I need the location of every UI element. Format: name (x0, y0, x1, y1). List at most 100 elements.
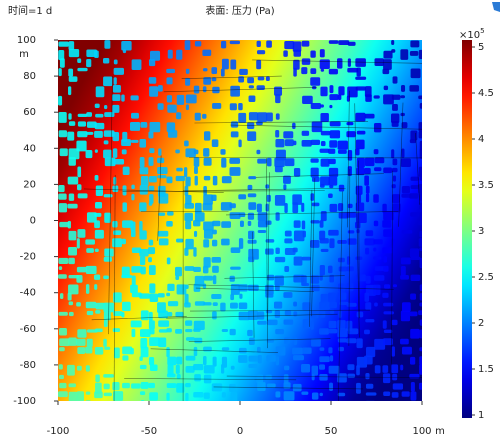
colorbar-tick-label: 2.5 (478, 272, 494, 283)
block (337, 392, 346, 397)
block (122, 382, 130, 389)
block (229, 40, 241, 45)
block (140, 400, 145, 401)
block (68, 337, 77, 346)
block (103, 275, 109, 280)
y-axis-label: m (19, 49, 29, 60)
block (86, 248, 94, 253)
block (265, 374, 272, 380)
fracture (398, 102, 404, 227)
block (320, 104, 324, 108)
block (193, 364, 204, 371)
block (203, 221, 214, 231)
block (185, 238, 194, 250)
block (113, 176, 117, 185)
block (203, 194, 213, 205)
block (301, 202, 305, 212)
block (148, 320, 155, 330)
block (284, 310, 292, 316)
block (95, 310, 101, 314)
block (104, 40, 111, 49)
block (391, 40, 395, 45)
block (130, 139, 139, 143)
block (193, 85, 200, 94)
block (374, 365, 381, 374)
block (103, 392, 112, 397)
block (346, 302, 357, 307)
block (418, 221, 422, 226)
block (284, 365, 290, 371)
block (301, 391, 309, 395)
block (374, 338, 386, 350)
block (418, 166, 422, 177)
block (68, 301, 74, 306)
block (247, 329, 253, 337)
block (302, 302, 311, 311)
block (365, 230, 374, 237)
block (203, 148, 210, 157)
block (329, 85, 334, 94)
block (383, 302, 394, 307)
block (274, 256, 286, 263)
block (401, 148, 405, 158)
block (166, 122, 176, 132)
fracture (150, 348, 278, 353)
fracture (83, 188, 224, 193)
block (275, 247, 280, 255)
field (58, 40, 422, 413)
block (193, 157, 200, 167)
block (95, 374, 100, 383)
block (292, 247, 298, 253)
block (257, 355, 262, 364)
block (59, 382, 67, 389)
block (419, 347, 422, 352)
block (131, 112, 139, 119)
block (283, 131, 294, 139)
block (382, 365, 389, 373)
fracture (91, 315, 187, 321)
block (166, 68, 176, 74)
block (365, 193, 370, 203)
block (283, 292, 293, 298)
block (176, 94, 185, 105)
block (185, 148, 196, 158)
block (373, 194, 379, 203)
x-tick-label: -100 (47, 426, 70, 437)
block (230, 302, 238, 309)
block (239, 68, 248, 76)
block (319, 328, 329, 335)
block (338, 301, 349, 306)
block (410, 68, 421, 79)
block (85, 131, 94, 135)
block (274, 86, 283, 96)
block (220, 202, 232, 211)
block (275, 402, 280, 413)
block (76, 391, 84, 401)
block (301, 139, 312, 147)
block (392, 175, 397, 182)
block (392, 284, 398, 288)
block (220, 68, 225, 77)
block (391, 149, 395, 159)
block (212, 275, 217, 285)
x-tick-label: 50 (325, 426, 338, 437)
block (103, 140, 109, 145)
colorbar-tick-label: 1.5 (478, 364, 494, 375)
y-tick-label: 0 (30, 216, 36, 227)
block (211, 139, 219, 148)
block (193, 149, 199, 155)
block (167, 49, 173, 59)
block (175, 266, 182, 277)
fracture (213, 386, 364, 390)
block (373, 122, 382, 133)
block (248, 364, 258, 369)
block (193, 346, 198, 357)
block (248, 230, 255, 240)
block (139, 202, 147, 212)
block (238, 112, 247, 123)
block (302, 319, 311, 329)
block (184, 140, 189, 147)
block (311, 392, 319, 400)
block (139, 248, 149, 257)
block (185, 392, 189, 401)
